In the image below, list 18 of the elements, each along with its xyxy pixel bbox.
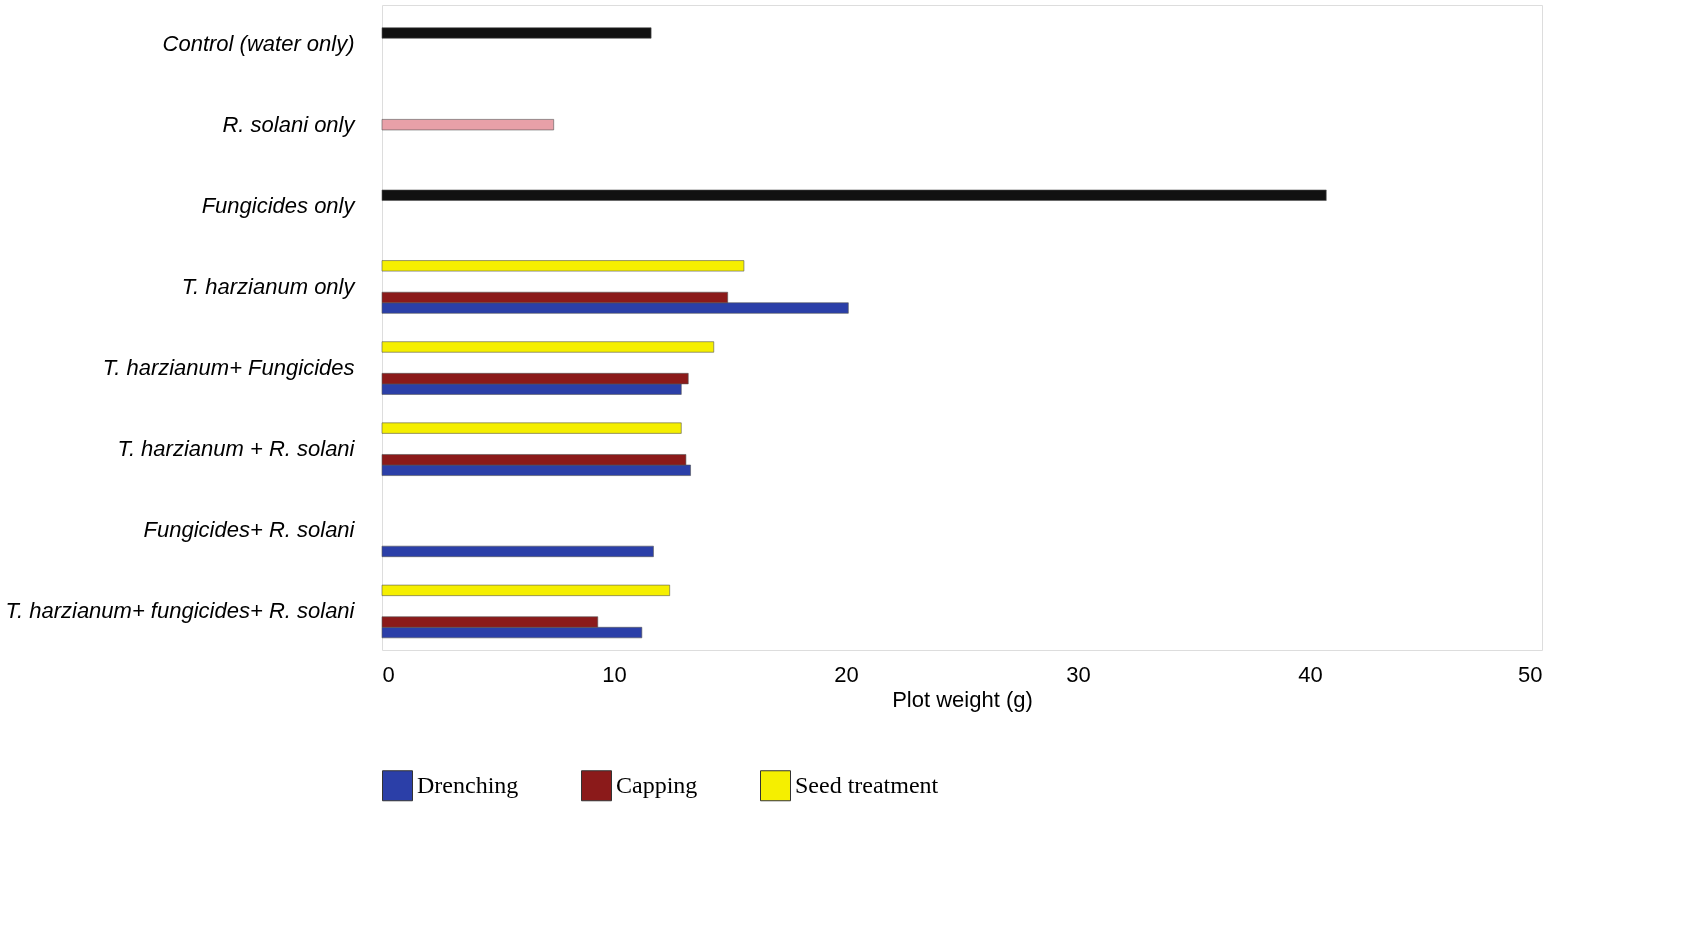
y-tick-label: Fungicides+ R. solani — [143, 517, 356, 543]
y-tick-label: T. harzianum + R. solani — [117, 436, 356, 462]
x-tick-label: 40 — [1298, 661, 1323, 687]
legend-label: Drenching — [417, 771, 519, 798]
y-tick-label: Control (water only) — [162, 30, 355, 56]
y-tick-label: Fungicides only — [201, 192, 357, 218]
x-tick-label: 30 — [1066, 661, 1091, 687]
x-tick-label: 0 — [382, 661, 395, 687]
y-tick-label: T. harzianum only — [181, 273, 357, 299]
y-tick-label: T. harzianum+ Fungicides — [102, 355, 355, 381]
legend-label: Seed treatment — [795, 771, 939, 798]
x-tick-label: 50 — [1518, 661, 1543, 687]
y-tick-label: R. solani only — [222, 111, 357, 137]
x-tick-label: 20 — [834, 661, 859, 687]
y-tick-label: T. harzianum+ fungicides+ R. solani — [5, 598, 356, 624]
x-tick-label: 10 — [602, 661, 627, 687]
x-axis-title: Plot weight (g) — [892, 686, 1033, 712]
legend-label: Capping — [616, 771, 698, 798]
